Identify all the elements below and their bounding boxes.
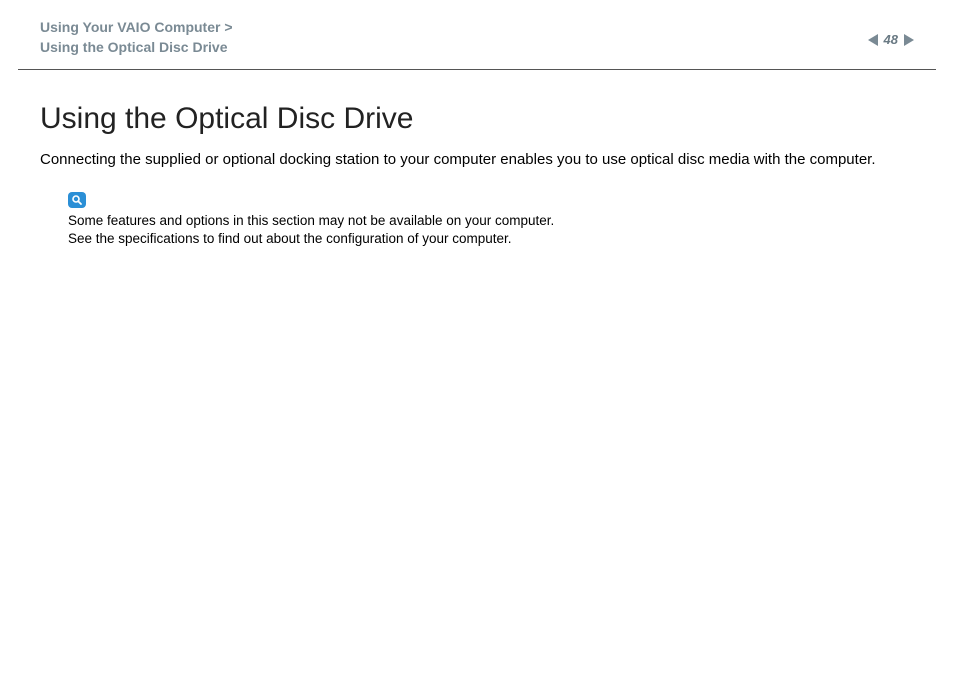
magnifier-icon — [68, 192, 86, 208]
page-header: Using Your VAIO Computer > Using the Opt… — [0, 0, 954, 69]
breadcrumb: Using Your VAIO Computer > Using the Opt… — [40, 18, 233, 57]
breadcrumb-parent[interactable]: Using Your VAIO Computer > — [40, 18, 233, 38]
page-number: 48 — [884, 32, 898, 47]
note-text: Some features and options in this sectio… — [68, 212, 914, 248]
breadcrumb-current: Using the Optical Disc Drive — [40, 38, 233, 58]
page-title: Using the Optical Disc Drive — [40, 102, 914, 136]
page-navigation: 48 — [868, 32, 914, 47]
intro-paragraph: Connecting the supplied or optional dock… — [40, 150, 914, 170]
note-line-2: See the specifications to find out about… — [68, 230, 914, 248]
prev-page-icon[interactable] — [868, 34, 878, 46]
next-page-icon[interactable] — [904, 34, 914, 46]
note-block: Some features and options in this sectio… — [68, 192, 914, 248]
page-content: Using the Optical Disc Drive Connecting … — [0, 70, 954, 248]
note-line-1: Some features and options in this sectio… — [68, 212, 914, 230]
